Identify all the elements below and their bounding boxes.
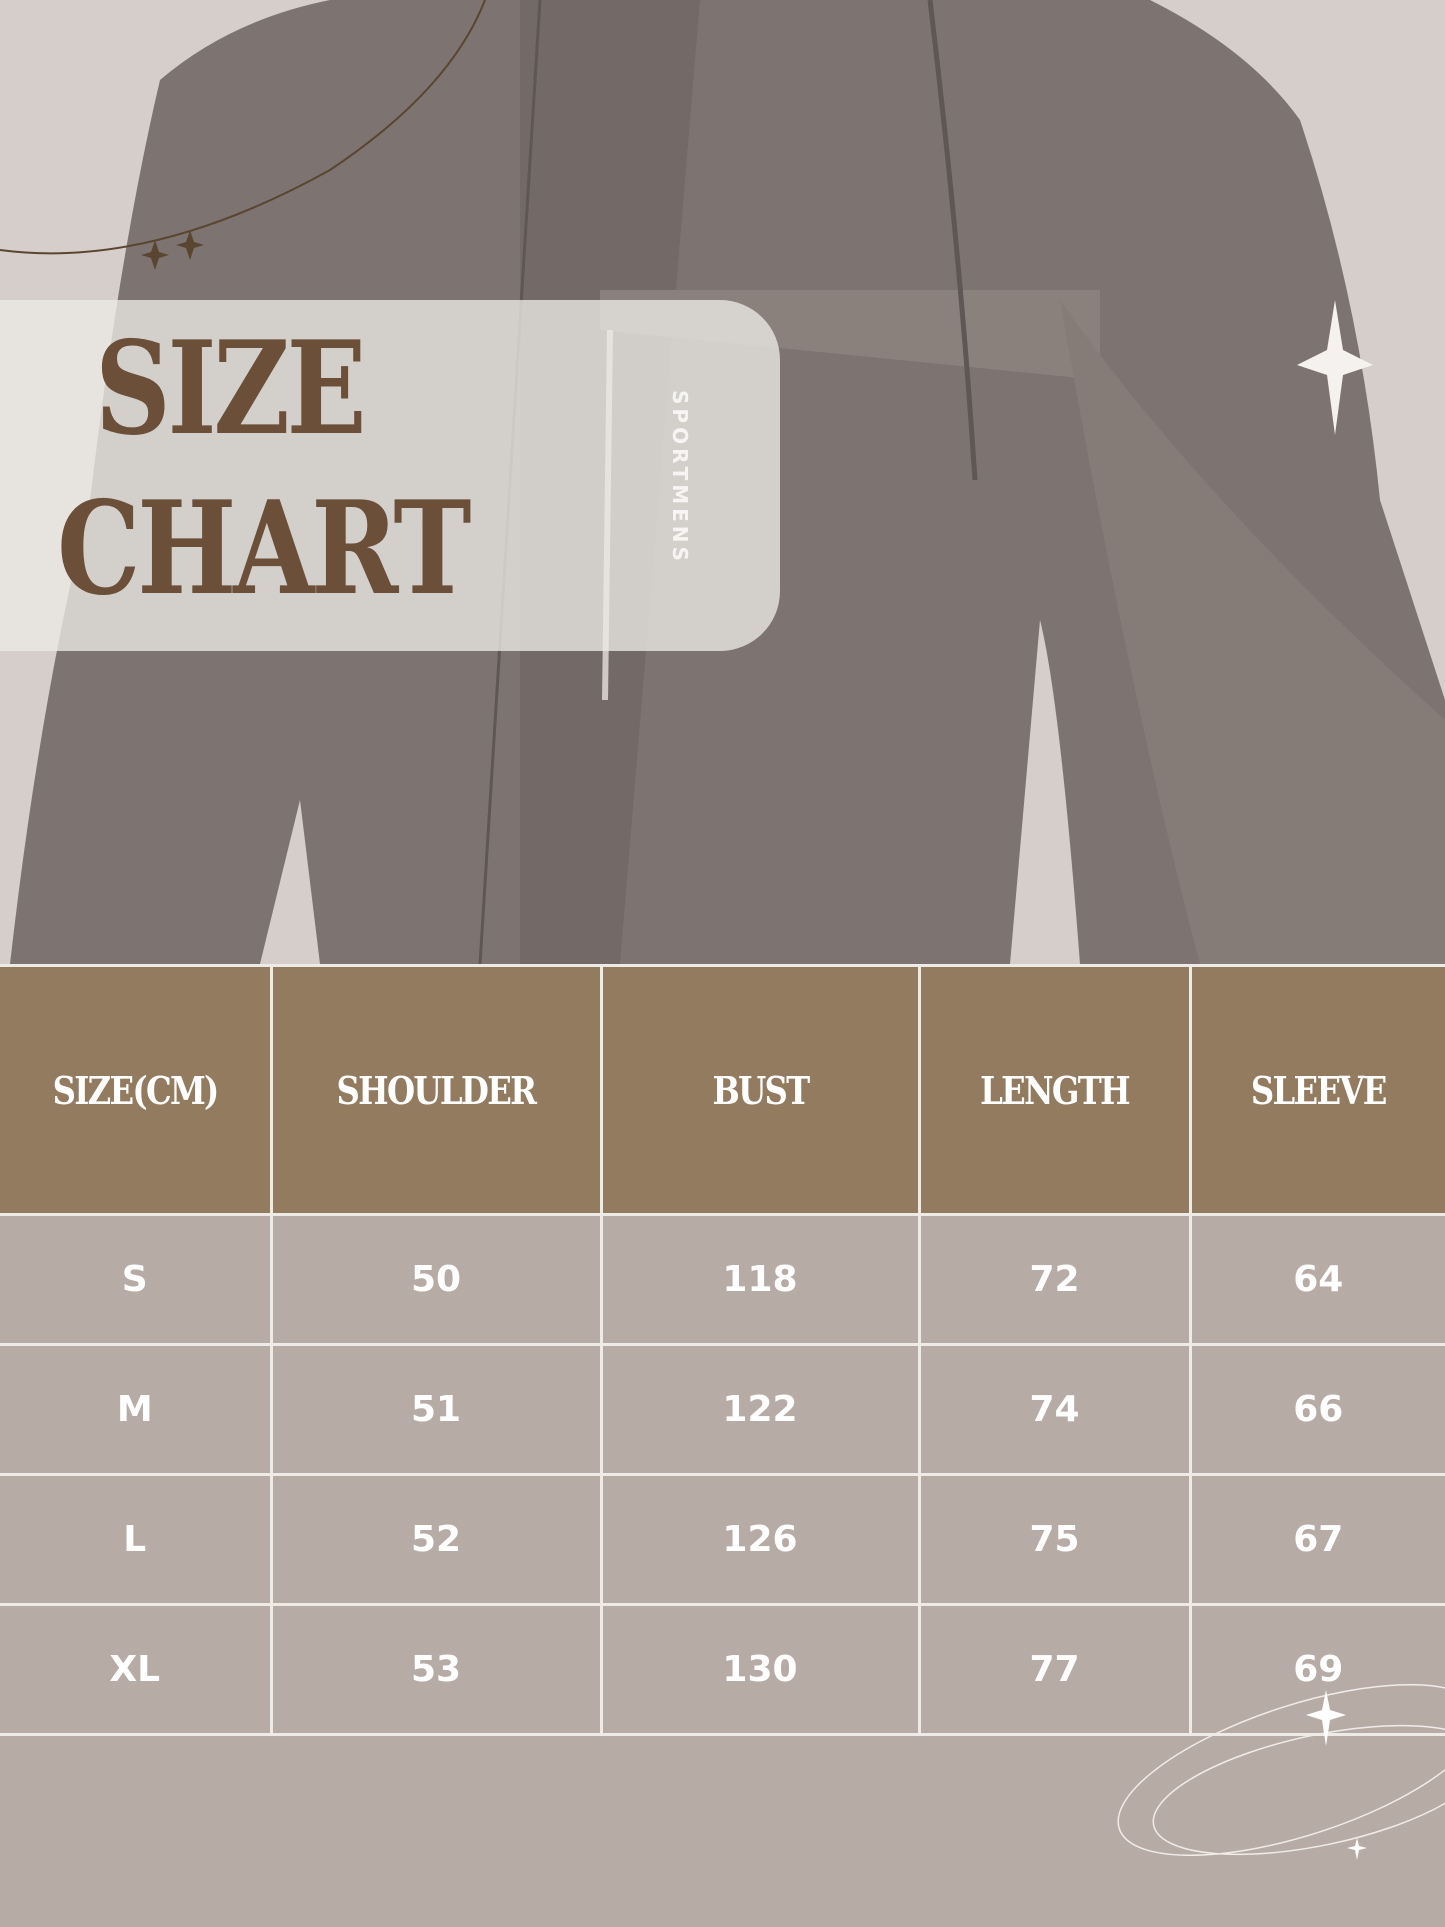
cell-sleeve: 67: [1188, 1473, 1445, 1606]
table-row: L 52 126 75 67: [0, 1473, 1445, 1606]
table-row: S 50 118 72 64: [0, 1213, 1445, 1346]
cell-shoulder: 51: [269, 1343, 603, 1476]
cell-shoulder: 52: [269, 1473, 603, 1606]
sparkle-icon: [1347, 1838, 1367, 1860]
cell-size: L: [0, 1473, 273, 1606]
size-table: SIZE(CM) SHOULDER BUST LENGTH SLEEVE S 5…: [0, 964, 1445, 1736]
cell-bust: 126: [599, 1473, 921, 1606]
cell-length: 72: [917, 1213, 1192, 1346]
cell-length: 74: [917, 1343, 1192, 1476]
brand-text: SPORTMENS: [668, 390, 692, 565]
cell-sleeve: 64: [1188, 1213, 1445, 1346]
sparkle-icon: [1297, 300, 1373, 435]
header-row: SIZE(CM) SHOULDER BUST LENGTH SLEEVE: [0, 964, 1445, 1216]
cell-bust: 118: [599, 1213, 921, 1346]
header-size: SIZE(CM): [0, 964, 273, 1216]
cell-shoulder: 50: [269, 1213, 603, 1346]
title-banner: [0, 300, 780, 651]
cell-length: 75: [917, 1473, 1192, 1606]
cell-bust: 130: [599, 1603, 921, 1736]
cell-sleeve: 69: [1188, 1603, 1445, 1736]
cell-size: S: [0, 1213, 273, 1346]
cell-length: 77: [917, 1603, 1192, 1736]
cell-size: M: [0, 1343, 273, 1476]
cell-size: XL: [0, 1603, 273, 1736]
header-sleeve: SLEEVE: [1188, 964, 1445, 1216]
header-bust: BUST: [599, 964, 921, 1216]
cell-shoulder: 53: [269, 1603, 603, 1736]
cell-bust: 122: [599, 1343, 921, 1476]
header-shoulder: SHOULDER: [269, 964, 603, 1216]
table-row: M 51 122 74 66: [0, 1343, 1445, 1476]
page-title-line2: CHART: [57, 474, 472, 624]
table-row: XL 53 130 77 69: [0, 1603, 1445, 1736]
page-title-line1: SIZE: [95, 314, 367, 464]
header-length: LENGTH: [917, 964, 1192, 1216]
cell-sleeve: 66: [1188, 1343, 1445, 1476]
